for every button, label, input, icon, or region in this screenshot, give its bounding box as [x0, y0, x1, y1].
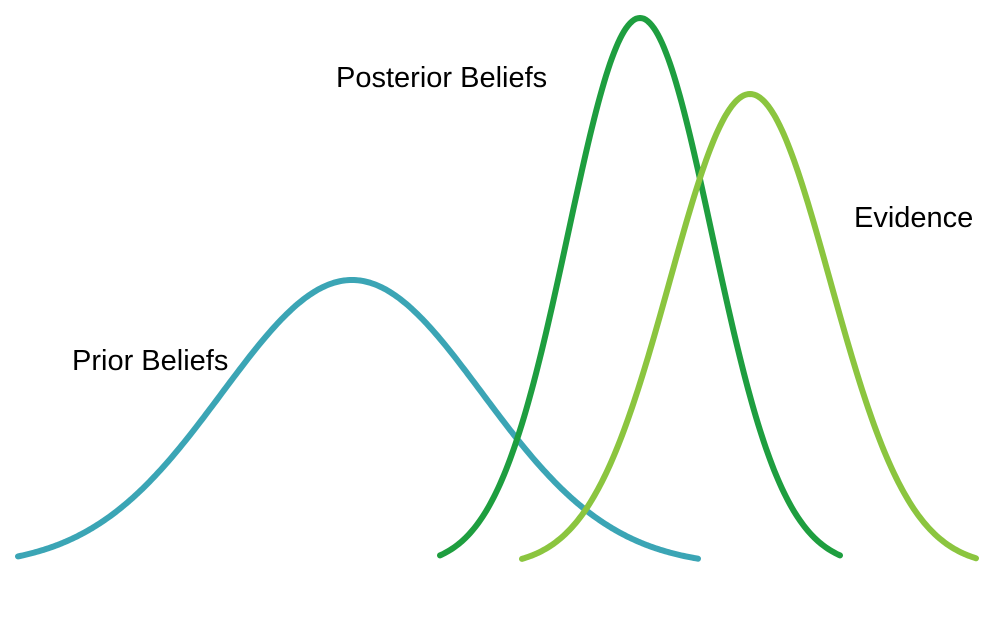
prior-beliefs-label: Prior Beliefs [72, 345, 228, 378]
evidence-label: Evidence [854, 202, 973, 235]
evidence-curve [522, 94, 976, 559]
posterior-curve [440, 18, 840, 555]
posterior-beliefs-label: Posterior Beliefs [336, 62, 547, 95]
prior-curve [18, 280, 698, 559]
